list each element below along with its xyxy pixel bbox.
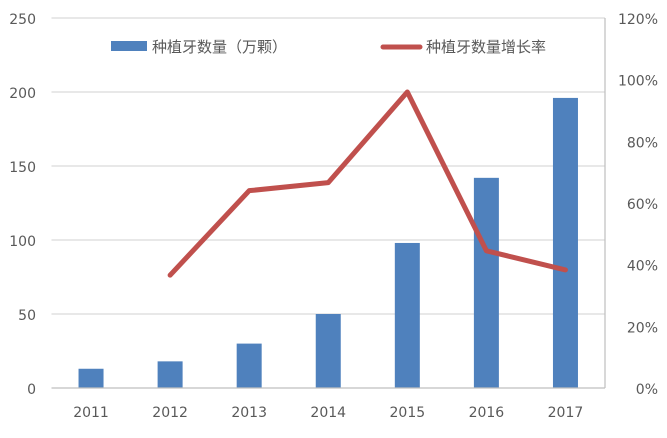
- left-tick-label: 50: [18, 308, 36, 324]
- right-tick-label: 40%: [627, 259, 658, 275]
- left-tick-label: 250: [9, 12, 36, 28]
- legend-label-bar: 种植牙数量（万颗）: [152, 38, 287, 56]
- left-tick-label: 150: [9, 160, 36, 176]
- x-tick-label: 2017: [548, 405, 584, 421]
- right-tick-label: 0%: [636, 382, 658, 398]
- x-tick-label: 2011: [73, 405, 109, 421]
- right-tick-label: 120%: [618, 12, 658, 28]
- bar-2015: [395, 243, 420, 388]
- x-tick-label: 2015: [390, 405, 426, 421]
- x-tick-label: 2012: [152, 405, 188, 421]
- growth-rate-line: [170, 92, 565, 275]
- left-tick-label: 0: [27, 382, 36, 398]
- bar-2017: [553, 98, 578, 388]
- bar-2014: [316, 314, 341, 388]
- x-tick-label: 2014: [310, 405, 346, 421]
- bar-2013: [237, 344, 262, 388]
- right-tick-label: 60%: [627, 197, 658, 213]
- x-tick-label: 2016: [469, 405, 505, 421]
- x-tick-label: 2013: [231, 405, 267, 421]
- legend-swatch-bar: [111, 41, 147, 51]
- legend-label-line: 种植牙数量增长率: [426, 38, 546, 56]
- bar-2011: [79, 369, 104, 388]
- right-tick-label: 80%: [627, 135, 658, 151]
- left-tick-label: 100: [9, 234, 36, 250]
- right-tick-label: 20%: [627, 320, 658, 336]
- bar-2016: [474, 178, 499, 388]
- right-tick-label: 100%: [618, 74, 658, 90]
- left-tick-label: 200: [9, 86, 36, 102]
- legend: 种植牙数量（万颗） 种植牙数量增长率: [111, 38, 546, 56]
- bar-2012: [158, 361, 183, 388]
